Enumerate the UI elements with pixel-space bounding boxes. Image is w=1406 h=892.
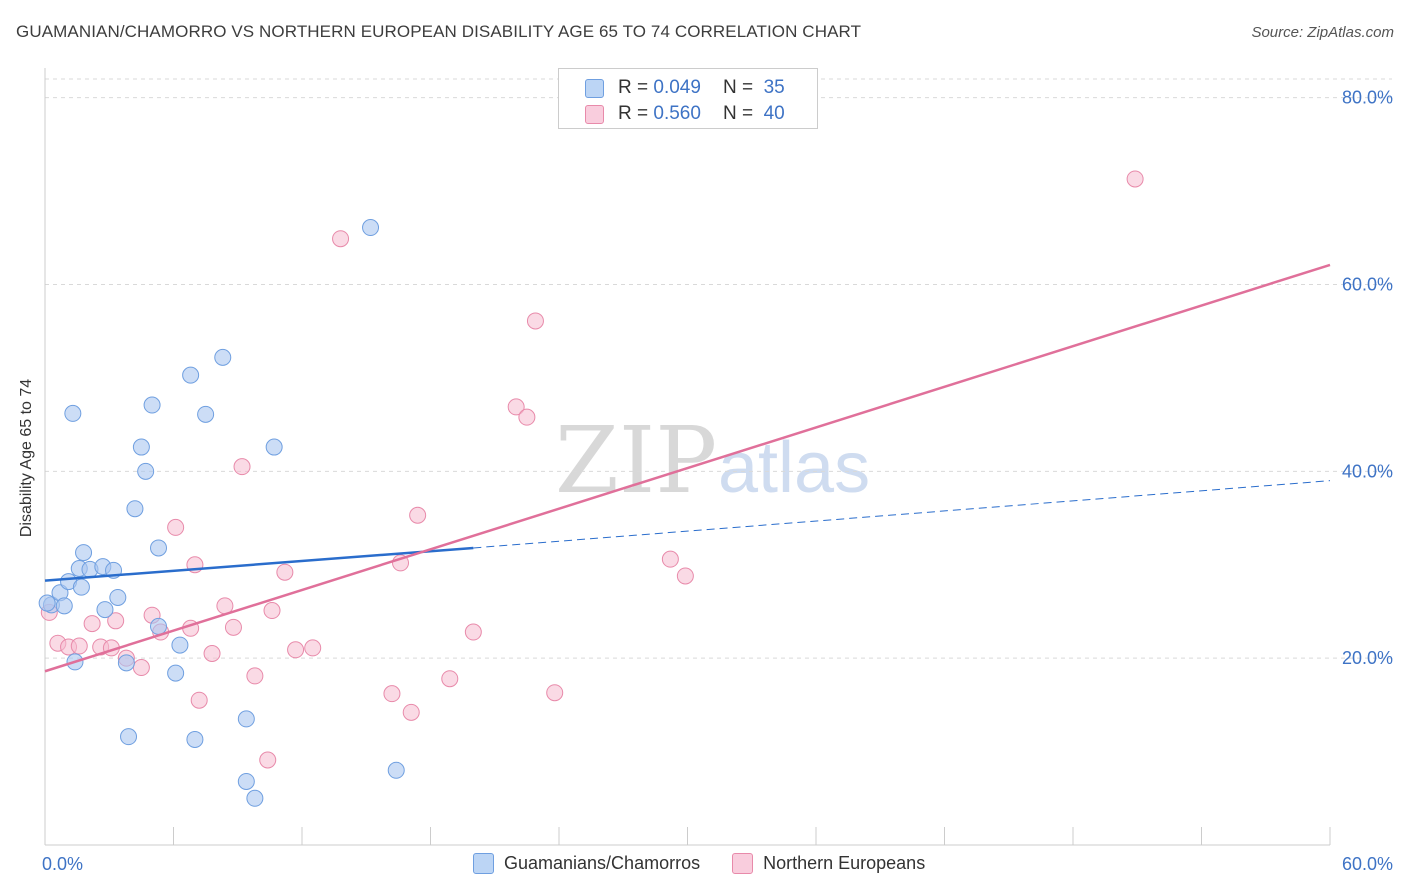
guamanian-point (55, 597, 73, 615)
x-tick-label: 0.0% (42, 854, 83, 874)
legend-row-guamanian: R = 0.049 N = 35 (585, 77, 785, 99)
northern-european-point (507, 398, 525, 416)
legend-swatch-blue (473, 852, 494, 874)
guamanian-point (126, 500, 144, 518)
northern-european-point (263, 602, 281, 620)
guamanian-point (362, 219, 380, 237)
y-tick-label: 20.0% (1342, 648, 1393, 668)
guamanian-point (237, 710, 255, 728)
northern-european-point (224, 618, 242, 636)
x-tick-label: 60.0% (1342, 854, 1393, 874)
guamanian-point (182, 366, 200, 384)
correlation-legend: R = 0.049 N = 35 R = 0.560 N = 40 (558, 68, 818, 129)
northern-european-point (276, 563, 294, 581)
guamanian-point (96, 601, 114, 619)
guamanian-point (186, 730, 204, 748)
northern-european-point (304, 639, 322, 657)
northern-european-point (383, 685, 401, 703)
guamanian-point (38, 594, 56, 612)
guamanian-point (387, 761, 405, 779)
northern-european-point (259, 751, 277, 769)
legend-swatch-pink (732, 852, 754, 874)
chart-title: GUAMANIAN/CHAMORRO VS NORTHERN EUROPEAN … (16, 22, 862, 41)
y-tick-label: 60.0% (1342, 275, 1393, 295)
northern-european-point (287, 641, 305, 659)
guamanian-point (150, 617, 168, 635)
guamanian-point (137, 462, 155, 480)
northern-european-point (1126, 170, 1144, 188)
legend-n-label: N = (722, 77, 754, 98)
northern-european-point (518, 408, 536, 426)
source-label: Source: ZipAtlas.com (1251, 24, 1394, 41)
guamanian-point (120, 728, 138, 746)
guamanian-point (72, 578, 90, 596)
watermark-zip: ZIP (555, 407, 717, 514)
northern-european-point (246, 667, 264, 685)
legend-r-label: R = (618, 103, 649, 124)
legend-n-value: 35 (763, 77, 785, 98)
guamanian-point (75, 544, 93, 562)
y-tick-label: 80.0% (1342, 88, 1393, 108)
northern-european-point (332, 230, 350, 248)
northern-european-point (203, 645, 221, 662)
northern-european-point (190, 691, 208, 709)
northern-european-point (132, 659, 150, 677)
legend-item-guamanians: Guamanians/Chamorros (473, 852, 701, 874)
northern-european-point (676, 567, 694, 585)
guamanian-point (265, 438, 283, 456)
guamanian-trend-line (44, 546, 474, 582)
northern-european-point (70, 637, 88, 655)
guamanian-point (64, 404, 82, 422)
guamanian-point (150, 539, 168, 557)
guamanian-point (132, 438, 150, 456)
northern-european-point (464, 623, 482, 641)
legend-swatch-blue (585, 78, 604, 98)
guamanian-point (197, 405, 215, 423)
guamanian-point (117, 654, 135, 672)
northern-european-trend-line (44, 263, 1331, 673)
watermark-atlas: atlas (718, 428, 870, 508)
northern-european-point (441, 670, 459, 688)
guamanian-point (214, 348, 232, 366)
guamanian-point (237, 772, 255, 790)
legend-r-value: 0.560 (653, 103, 701, 124)
legend-item-northern-europeans: Northern Europeans (732, 852, 926, 874)
northern-european-point (661, 550, 679, 568)
northern-european-point (409, 506, 427, 524)
guamanian-point (167, 664, 185, 682)
series-legend: Guamanians/Chamorros Northern Europeans (473, 852, 957, 874)
legend-n-value: 40 (763, 103, 785, 124)
legend-row-northern-european: R = 0.560 N = 40 (585, 103, 785, 125)
northern-european-point (402, 703, 420, 721)
northern-european-point (83, 615, 101, 633)
guamanian-trend-dashed (473, 480, 1331, 549)
legend-r-value: 0.049 (653, 77, 701, 98)
legend-n-label: N = (722, 103, 754, 124)
legend-label-northern-europeans: Northern Europeans (763, 852, 926, 873)
legend-r-label: R = (618, 77, 649, 98)
northern-european-point (526, 312, 544, 330)
guamanian-point (246, 789, 264, 807)
y-tick-label: 40.0% (1342, 461, 1393, 481)
northern-european-point (107, 612, 125, 630)
northern-european-point (233, 458, 251, 476)
northern-european-point (167, 518, 185, 536)
guamanian-point (143, 396, 161, 414)
legend-swatch-pink (585, 104, 604, 124)
northern-european-point (546, 684, 564, 702)
guamanian-point (109, 588, 127, 606)
legend-label-guamanians: Guamanians/Chamorros (504, 852, 701, 873)
guamanian-point (171, 636, 189, 654)
